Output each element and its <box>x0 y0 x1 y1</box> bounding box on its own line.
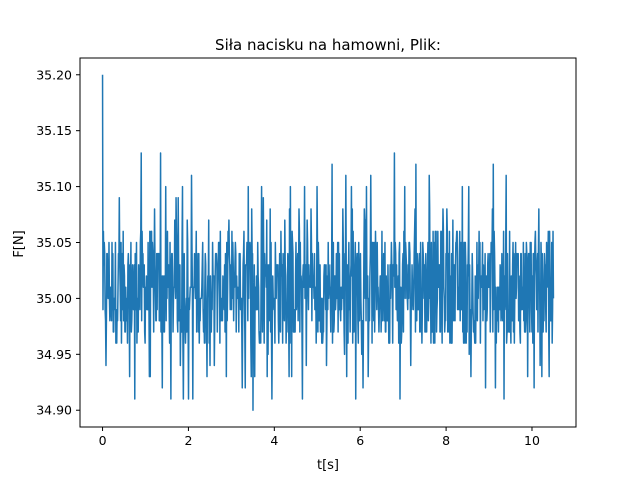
y-tick-label: 35.05 <box>36 235 72 250</box>
x-tick-label: 0 <box>99 433 107 448</box>
y-axis: 34.90 34.95 35.00 35.05 35.10 35.15 35.20 <box>36 67 80 418</box>
y-tick-label: 35.00 <box>36 291 72 306</box>
x-tick-label: 2 <box>184 433 192 448</box>
y-axis-label: F[N] <box>12 230 27 257</box>
x-tick-label: 10 <box>524 433 540 448</box>
y-tick-label: 35.10 <box>36 179 72 194</box>
x-axis-label: t[s] <box>317 458 339 473</box>
chart-title: Siła nacisku na hamowni, Plik: <box>215 36 441 54</box>
plot-area <box>101 74 555 411</box>
series-line <box>101 74 555 411</box>
y-tick-label: 35.15 <box>36 123 72 138</box>
x-tick-label: 8 <box>442 433 450 448</box>
x-axis: 0 2 4 6 8 10 <box>99 427 540 448</box>
y-tick-label: 34.95 <box>36 347 72 362</box>
plot-frame <box>79 57 577 428</box>
x-tick-label: 6 <box>356 433 364 448</box>
y-tick-label: 34.90 <box>36 403 72 418</box>
y-tick-label: 35.20 <box>36 67 72 82</box>
x-tick-label: 4 <box>270 433 278 448</box>
